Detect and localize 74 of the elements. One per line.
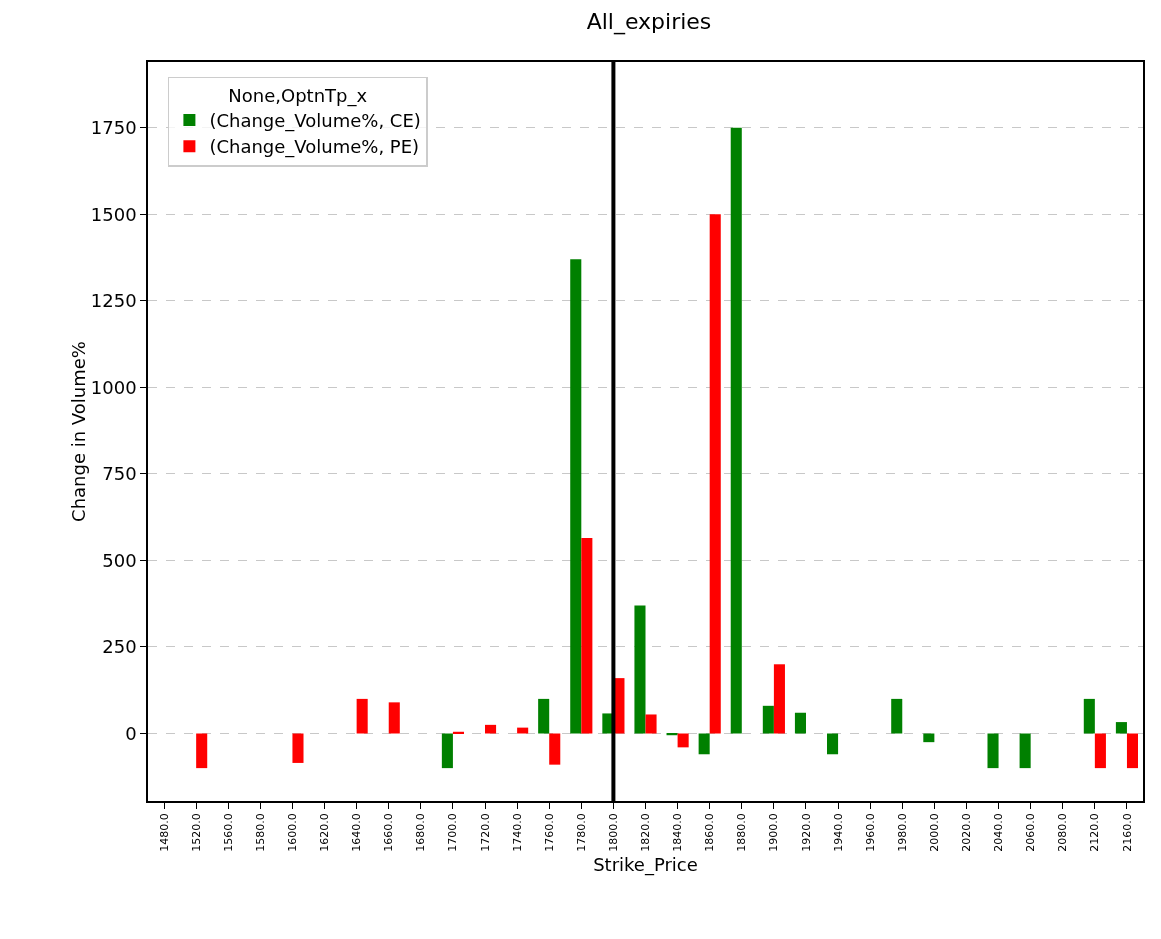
x-tick-label: 1700.0 xyxy=(446,813,460,852)
y-tick-label: 1750 xyxy=(90,117,137,139)
x-tick-label: 1740.0 xyxy=(510,813,524,852)
y-tick-label: 1500 xyxy=(90,203,137,225)
bar xyxy=(773,664,785,734)
x-tick-label: 1880.0 xyxy=(735,813,749,852)
bar xyxy=(709,214,721,734)
y-axis-title: Change in Volume% xyxy=(67,341,89,522)
bar xyxy=(762,705,774,734)
bar xyxy=(1019,733,1031,769)
x-tick-label: 2160.0 xyxy=(1120,813,1134,852)
x-tick-label: 1960.0 xyxy=(863,813,877,852)
legend-label: (Change_Volume%, CE) xyxy=(209,109,421,132)
bar xyxy=(987,733,999,769)
x-tick-label: 1560.0 xyxy=(221,813,235,852)
bar xyxy=(923,733,935,743)
bar xyxy=(538,698,550,734)
bar xyxy=(1094,733,1106,769)
y-tick-label: 1250 xyxy=(90,290,137,312)
x-tick-label: 1820.0 xyxy=(639,813,653,852)
x-tick-label: 1520.0 xyxy=(189,813,203,852)
bar xyxy=(794,712,806,734)
y-tick-label: 250 xyxy=(102,636,137,658)
bar xyxy=(1083,698,1095,734)
chart-title: All_expiries xyxy=(586,9,712,36)
bar xyxy=(441,733,453,769)
bar xyxy=(292,733,304,763)
x-tick-label: 1800.0 xyxy=(606,813,620,852)
bar xyxy=(485,724,497,734)
bar xyxy=(645,714,657,734)
x-tick-label: 2120.0 xyxy=(1088,813,1102,852)
y-tick-label: 500 xyxy=(102,549,137,571)
x-tick-label: 1940.0 xyxy=(831,813,845,852)
y-tick-label: 0 xyxy=(125,722,137,744)
bar xyxy=(730,127,742,734)
bar xyxy=(570,259,582,734)
legend-title: None,OptnTp_x xyxy=(228,84,368,107)
bar xyxy=(677,733,689,748)
x-tick-label: 1680.0 xyxy=(414,813,428,852)
x-tick-label: 1580.0 xyxy=(253,813,267,852)
bar xyxy=(1115,722,1127,734)
bar xyxy=(698,733,710,755)
bar xyxy=(517,727,529,734)
x-tick-label: 2060.0 xyxy=(1024,813,1038,852)
x-tick-label: 1720.0 xyxy=(478,813,492,852)
x-axis-title: Strike_Price xyxy=(593,853,698,876)
x-tick-label: 1920.0 xyxy=(799,813,813,852)
bar xyxy=(196,733,208,769)
x-tick-label: 2000.0 xyxy=(927,813,941,852)
x-tick-label: 1600.0 xyxy=(286,813,300,852)
x-tick-label: 1660.0 xyxy=(382,813,396,852)
bar xyxy=(549,733,561,765)
x-tick-label: 1620.0 xyxy=(318,813,332,852)
bar xyxy=(356,698,368,734)
bar xyxy=(581,537,593,734)
bar xyxy=(827,733,839,755)
x-tick-label: 1900.0 xyxy=(767,813,781,852)
x-tick-label: 1780.0 xyxy=(574,813,588,852)
y-tick-label: 750 xyxy=(102,463,137,485)
bar xyxy=(891,698,903,734)
bar xyxy=(1126,733,1139,769)
x-tick-label: 1840.0 xyxy=(671,813,685,852)
x-tick-label: 1980.0 xyxy=(895,813,909,852)
x-tick-label: 2040.0 xyxy=(992,813,1006,852)
legend-label: (Change_Volume%, PE) xyxy=(209,136,420,159)
x-tick-label: 1760.0 xyxy=(542,813,556,852)
bar xyxy=(634,605,646,734)
bar xyxy=(388,702,400,734)
x-tick-label: 1480.0 xyxy=(157,813,171,852)
x-tick-label: 1860.0 xyxy=(703,813,717,852)
x-tick-label: 1640.0 xyxy=(350,813,364,852)
x-tick-label: 2080.0 xyxy=(1056,813,1070,852)
y-tick-label: 1000 xyxy=(90,376,137,398)
x-tick-label: 2020.0 xyxy=(960,813,974,852)
